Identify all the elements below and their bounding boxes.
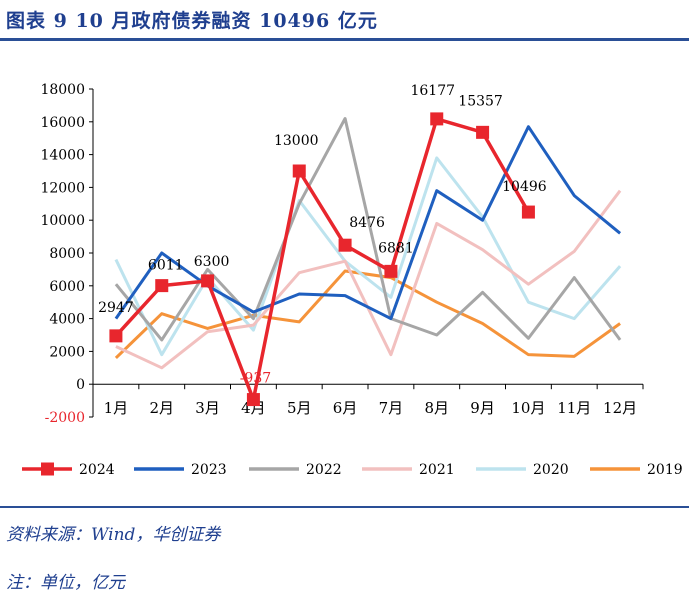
y-tick-label: 4000 (49, 312, 85, 328)
chart-title: 图表 9 10 月政府债券融资 10496 亿元 (6, 10, 378, 32)
x-tick-label: 6月 (333, 399, 358, 417)
footer-rule (0, 506, 689, 508)
series-point-2024 (430, 112, 444, 126)
x-tick-label: 1月 (104, 399, 129, 417)
x-tick-label: 3月 (195, 399, 220, 417)
series-point-2024 (292, 164, 306, 178)
data-label: 6011 (148, 258, 184, 274)
y-tick-label: 0 (76, 377, 85, 393)
data-label: 8476 (349, 215, 385, 231)
series-point-2024 (521, 205, 535, 219)
series-line-2019 (114, 269, 621, 360)
data-label: 16177 (410, 83, 455, 99)
legend-label-2019: 2019 (647, 462, 683, 478)
data-label: 13000 (274, 133, 319, 149)
legend-label-2022: 2022 (306, 462, 342, 478)
y-tick-label: 10000 (40, 213, 85, 229)
series-point-2024 (338, 238, 352, 252)
y-tick-label: -2000 (45, 410, 85, 426)
legend-label-2023: 2023 (191, 462, 227, 478)
x-tick-label: 5月 (287, 399, 312, 417)
y-tick-label: 2000 (49, 344, 85, 360)
x-tick-label: 10月 (511, 399, 545, 417)
series-point-2024 (109, 329, 123, 343)
series-point-2024 (384, 264, 398, 278)
x-tick-label: 2月 (149, 399, 174, 417)
data-label: -937 (240, 371, 271, 387)
x-tick-label: 9月 (470, 399, 495, 417)
legend-marker-2024 (41, 462, 54, 476)
series-point-2024 (476, 125, 490, 139)
source-note: 资料来源：Wind，华创证券 (6, 525, 221, 545)
unit-note: 注：单位，亿元 (6, 573, 125, 593)
title-rule (0, 38, 689, 41)
y-tick-label: 6000 (49, 279, 85, 295)
y-tick-label: 8000 (49, 246, 85, 262)
y-tick-label: 14000 (40, 148, 85, 164)
legend-label-2021: 2021 (419, 462, 455, 478)
series-line-2024 (114, 117, 530, 402)
line-chart: -2000 0 2000 4000 6000 8000 10000 12000 14000 160… (22, 82, 683, 478)
data-label: 2947 (98, 300, 134, 316)
legend-label-2020: 2020 (533, 462, 569, 478)
y-tick-label: 16000 (40, 115, 85, 131)
x-tick-label: 7月 (379, 399, 404, 417)
data-label: 15357 (458, 93, 503, 109)
series-point-2024 (246, 393, 260, 407)
data-label: 6881 (378, 240, 414, 256)
x-tick-label: 12月 (603, 399, 637, 417)
data-label: 6300 (194, 254, 230, 270)
legend-label-2024: 2024 (79, 462, 115, 478)
series-point-2024 (155, 279, 169, 293)
data-label: 10496 (502, 179, 547, 195)
y-tick-label: 18000 (40, 82, 85, 98)
series-line-2020 (114, 156, 622, 357)
x-tick-label: 8月 (424, 399, 449, 417)
x-tick-label: 11月 (557, 399, 591, 417)
y-tick-label: 12000 (40, 180, 85, 196)
series-point-2024 (201, 274, 215, 288)
